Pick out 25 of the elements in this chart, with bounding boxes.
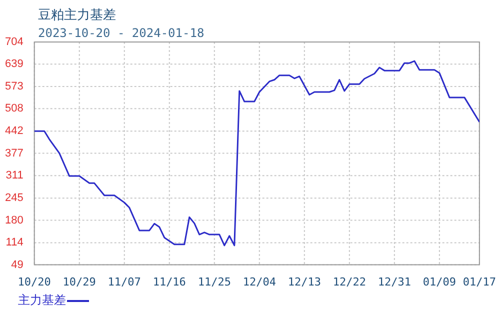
x-tick-label: 01/17 [462,275,496,288]
x-tick-label: 12/22 [332,275,366,288]
y-tick-label: 180 [4,214,24,226]
x-tick-label: 11/16 [152,275,186,288]
x-tick-label: 12/04 [242,275,276,288]
y-tick-label: 704 [4,36,24,48]
legend-label: 主力基差 [18,292,66,309]
x-tick-label: 10/29 [62,275,96,288]
x-tick-label: 01/09 [422,275,456,288]
y-tick-label: 639 [4,58,24,70]
chart-subtitle: 2023-10-20 - 2024-01-18 [38,26,204,40]
y-tick-label: 442 [4,125,24,138]
chart-title: 豆粕主力基差 [38,7,116,24]
x-tick-label: 11/07 [108,275,141,288]
y-tick-label: 573 [4,80,24,93]
x-tick-label: 10/20 [18,275,51,288]
y-tick-label: 245 [4,192,24,204]
y-tick-label: 508 [4,102,24,115]
y-tick-label: 311 [6,170,24,182]
y-tick-label: 377 [4,147,24,160]
y-tick-label: 49 [11,258,24,271]
x-tick-label: 12/13 [288,275,321,288]
x-tick-label: 12/31 [378,275,411,288]
x-tick-label: 11/25 [198,275,231,288]
y-tick-label: 114 [6,236,24,249]
